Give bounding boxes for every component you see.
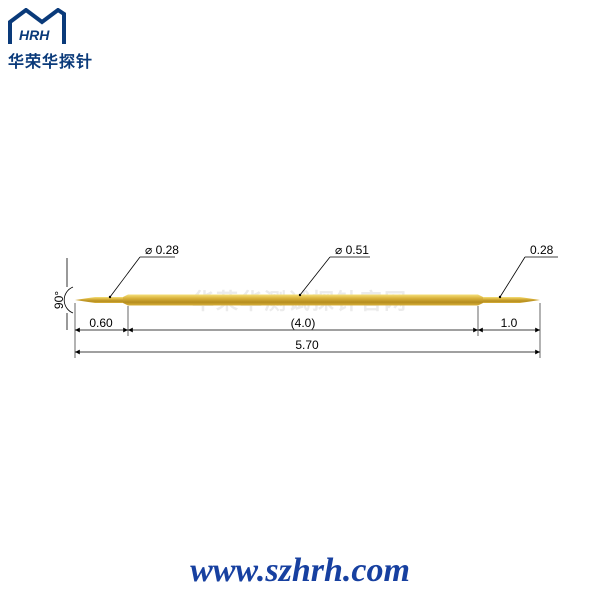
label-angle: 90° [52, 291, 66, 309]
label-dia-right: 0.28 [530, 243, 554, 257]
leader-dia-left [110, 257, 140, 297]
label-dia-left: ⌀ 0.28 [145, 243, 179, 257]
probe-right-tip [520, 297, 540, 303]
probe-right-taper [478, 295, 483, 306]
probe-left-tip [75, 297, 95, 303]
label-len-right: 1.0 [501, 316, 518, 330]
website-url: www.szhrh.com [0, 552, 600, 590]
probe-body [128, 295, 478, 306]
leader-dia-right [500, 257, 525, 297]
probe-right-thin [478, 297, 520, 303]
probe-diagram: ⌀ 0.28 ⌀ 0.51 0.28 90° 0.60 (4.0) 1.0 5.… [0, 0, 600, 600]
label-dia-body: ⌀ 0.51 [335, 243, 369, 257]
leader-dia-body [300, 257, 330, 295]
label-len-total: 5.70 [295, 338, 319, 352]
label-len-left: 0.60 [89, 316, 113, 330]
label-len-body: (4.0) [291, 316, 316, 330]
probe-left-taper [123, 295, 128, 306]
